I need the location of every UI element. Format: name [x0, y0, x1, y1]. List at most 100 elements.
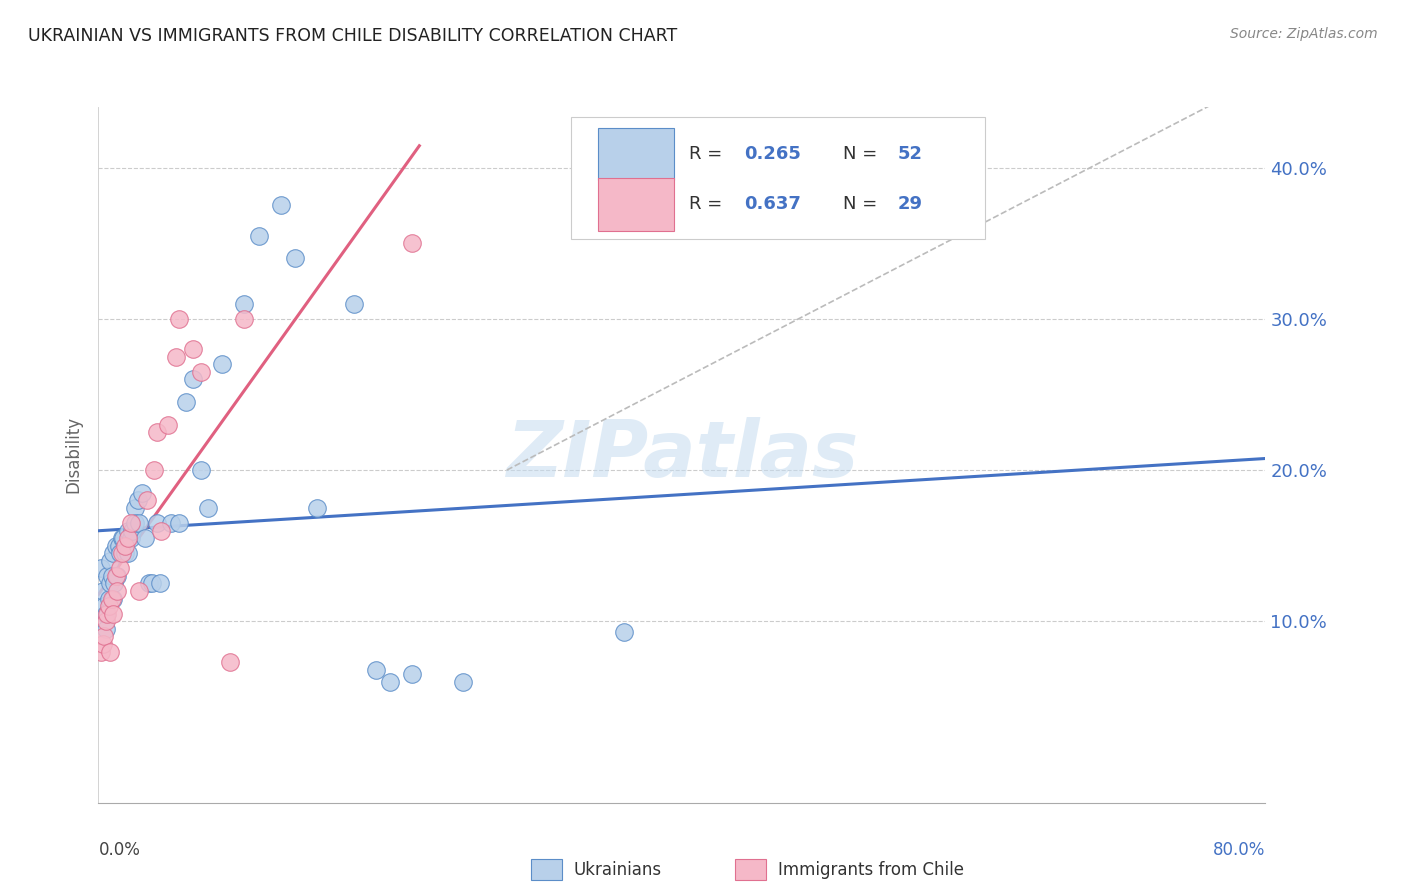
Point [174, 395, 197, 409]
Point [105, 569, 128, 583]
Point [197, 500, 219, 515]
Point [101, 546, 124, 560]
Text: 80.0%: 80.0% [1213, 840, 1265, 859]
Point [135, 493, 157, 508]
Text: R =: R = [689, 195, 728, 213]
Point [160, 516, 183, 530]
Point [218, 655, 240, 669]
Point [181, 372, 204, 386]
Text: 0.0%: 0.0% [98, 840, 141, 859]
Point [98, 554, 121, 568]
Point [307, 500, 329, 515]
Point [233, 311, 256, 326]
Point [97, 599, 120, 614]
Point [364, 663, 387, 677]
Point [190, 365, 212, 379]
Point [91, 584, 114, 599]
Point [131, 485, 153, 500]
Point [146, 516, 169, 530]
Point [211, 357, 233, 371]
Point [114, 539, 136, 553]
Point [97, 591, 120, 606]
Point [284, 252, 307, 266]
Point [138, 576, 160, 591]
Point [378, 674, 402, 689]
Point [128, 584, 150, 599]
Y-axis label: Disability: Disability [65, 417, 83, 493]
Point [94, 622, 117, 636]
Point [167, 516, 190, 530]
Point [110, 561, 132, 575]
Text: N =: N = [844, 195, 883, 213]
Point [451, 674, 474, 689]
Point [233, 296, 256, 310]
Point [90, 561, 112, 575]
Point [181, 342, 204, 356]
Point [98, 576, 121, 591]
Point [190, 463, 212, 477]
Point [111, 546, 134, 560]
Text: ZIPatlas: ZIPatlas [506, 417, 858, 493]
Point [94, 615, 117, 629]
Point [104, 569, 127, 583]
FancyBboxPatch shape [571, 118, 986, 239]
Text: 29: 29 [898, 195, 922, 213]
Text: Immigrants from Chile: Immigrants from Chile [778, 861, 963, 879]
Point [165, 350, 187, 364]
FancyBboxPatch shape [598, 128, 673, 180]
Text: Source: ZipAtlas.com: Source: ZipAtlas.com [1230, 27, 1378, 41]
Point [401, 236, 423, 251]
Point [101, 591, 124, 606]
Text: UKRAINIAN VS IMMIGRANTS FROM CHILE DISABILITY CORRELATION CHART: UKRAINIAN VS IMMIGRANTS FROM CHILE DISAB… [28, 27, 678, 45]
Point [103, 576, 125, 591]
Point [127, 493, 149, 508]
Point [146, 425, 169, 440]
Point [93, 599, 115, 614]
Point [120, 516, 142, 530]
Point [110, 546, 132, 560]
Point [100, 591, 122, 606]
Point [98, 644, 121, 658]
Point [270, 198, 292, 212]
Point [128, 516, 150, 530]
Point [247, 228, 270, 243]
Point [112, 531, 135, 545]
Point [91, 637, 114, 651]
Point [149, 576, 172, 591]
Point [124, 500, 146, 515]
Point [105, 584, 128, 599]
Point [401, 667, 423, 681]
Point [117, 524, 139, 538]
Point [96, 569, 118, 583]
Text: 0.637: 0.637 [744, 195, 800, 213]
Point [101, 607, 124, 621]
Point [121, 524, 143, 538]
Point [96, 607, 118, 621]
Point [157, 417, 180, 432]
Text: 52: 52 [898, 145, 922, 162]
Point [114, 546, 136, 560]
FancyBboxPatch shape [598, 178, 673, 230]
Point [167, 311, 190, 326]
Point [141, 576, 163, 591]
Text: Ukrainians: Ukrainians [574, 861, 662, 879]
Point [142, 463, 165, 477]
Point [117, 546, 139, 560]
Point [117, 531, 139, 545]
Point [343, 296, 366, 310]
Point [104, 539, 127, 553]
Text: 0.265: 0.265 [744, 145, 800, 162]
Text: R =: R = [689, 145, 728, 162]
Point [150, 524, 173, 538]
Point [612, 624, 634, 639]
Point [93, 629, 115, 643]
Point [134, 531, 156, 545]
Point [120, 531, 142, 545]
Text: N =: N = [844, 145, 883, 162]
Point [90, 644, 112, 658]
Point [94, 607, 117, 621]
Point [100, 569, 122, 583]
Point [111, 531, 134, 545]
Point [108, 539, 131, 553]
Point [124, 516, 146, 530]
